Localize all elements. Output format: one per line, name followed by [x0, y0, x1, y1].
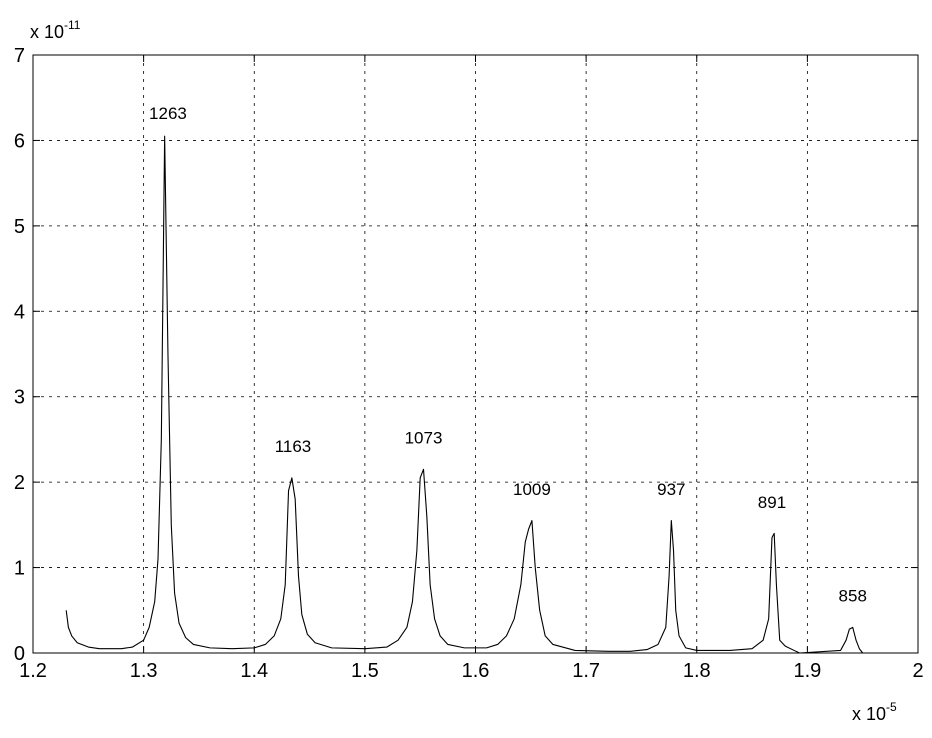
x-tick-label: 1.3: [130, 660, 158, 682]
y-tick-label: 7: [14, 45, 25, 67]
peak-label: 858: [839, 587, 867, 606]
peak-label: 1009: [513, 480, 551, 499]
x-tick-label: 1.5: [351, 660, 379, 682]
y-tick-label: 3: [14, 387, 25, 409]
y-tick-labels: 0 1 2 3 4 5 6 7: [14, 45, 25, 665]
x-tick-labels: 1.2 1.3 1.4 1.5 1.6 1.7 1.8 1.9 2: [19, 660, 923, 682]
grid: [33, 55, 918, 653]
axes: [32, 54, 919, 654]
y-multiplier-base: x 10: [30, 22, 64, 42]
x-tick-label: 1.8: [683, 660, 711, 682]
peak-annotations: 1263 1163 1073 1009 937 891 858: [149, 104, 867, 606]
x-multiplier-base: x 10: [852, 704, 886, 724]
y-axis-multiplier: x 10-11: [30, 18, 81, 42]
peak-label: 937: [657, 480, 685, 499]
x-multiplier-exponent: -5: [886, 700, 897, 714]
x-tick-label: 1.7: [572, 660, 600, 682]
plot-frame: [32, 54, 919, 654]
y-tick-label: 5: [14, 216, 25, 238]
y-tick-label: 0: [14, 643, 25, 665]
y-multiplier-exponent: -11: [64, 18, 81, 32]
x-tick-label: 1.6: [462, 660, 490, 682]
peak-label: 1073: [405, 429, 443, 448]
series-layer: [65, 135, 864, 654]
x-axis-multiplier: x 10-5: [852, 700, 897, 724]
y-tick-label: 4: [14, 301, 25, 323]
peak-label: 1263: [149, 104, 187, 123]
x-tick-label: 2: [912, 660, 923, 682]
x-tick-label: 1.9: [793, 660, 821, 682]
y-tick-label: 2: [14, 472, 25, 494]
x-tick-label: 1.2: [19, 660, 47, 682]
x-tick-label: 1.4: [240, 660, 268, 682]
peak-label: 1163: [275, 437, 312, 456]
y-tick-label: 1: [14, 558, 25, 580]
peak-label: 891: [758, 493, 786, 512]
y-tick-label: 6: [14, 130, 25, 152]
series-line: [65, 135, 864, 654]
